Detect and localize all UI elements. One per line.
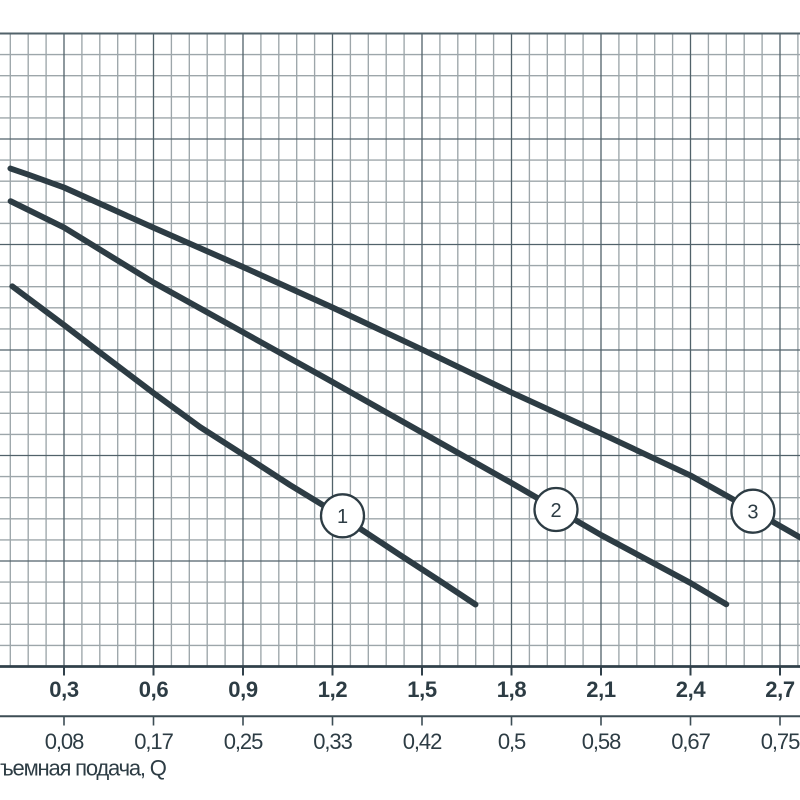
- svg-text:0,9: 0,9: [228, 677, 258, 702]
- svg-text:0,08: 0,08: [45, 729, 84, 754]
- svg-text:1,5: 1,5: [407, 677, 437, 702]
- svg-text:0,75: 0,75: [761, 729, 800, 754]
- svg-text:0,3: 0,3: [49, 677, 79, 702]
- svg-text:1,8: 1,8: [497, 677, 527, 702]
- svg-text:2: 2: [550, 500, 561, 522]
- svg-text:1: 1: [337, 506, 348, 528]
- svg-text:2,4: 2,4: [676, 677, 707, 702]
- svg-text:0,25: 0,25: [224, 729, 263, 754]
- svg-text:3: 3: [747, 502, 758, 524]
- svg-text:ъемная подача, Q: ъемная подача, Q: [0, 756, 167, 781]
- svg-text:2,1: 2,1: [586, 677, 616, 702]
- svg-text:0,58: 0,58: [582, 729, 621, 754]
- svg-text:0,42: 0,42: [403, 729, 442, 754]
- svg-text:2,7: 2,7: [765, 677, 795, 702]
- svg-text:0,6: 0,6: [139, 677, 169, 702]
- svg-text:1,2: 1,2: [318, 677, 348, 702]
- svg-text:0,33: 0,33: [313, 729, 352, 754]
- svg-text:0,17: 0,17: [134, 729, 173, 754]
- svg-text:0,67: 0,67: [671, 729, 710, 754]
- svg-text:0,5: 0,5: [498, 729, 526, 754]
